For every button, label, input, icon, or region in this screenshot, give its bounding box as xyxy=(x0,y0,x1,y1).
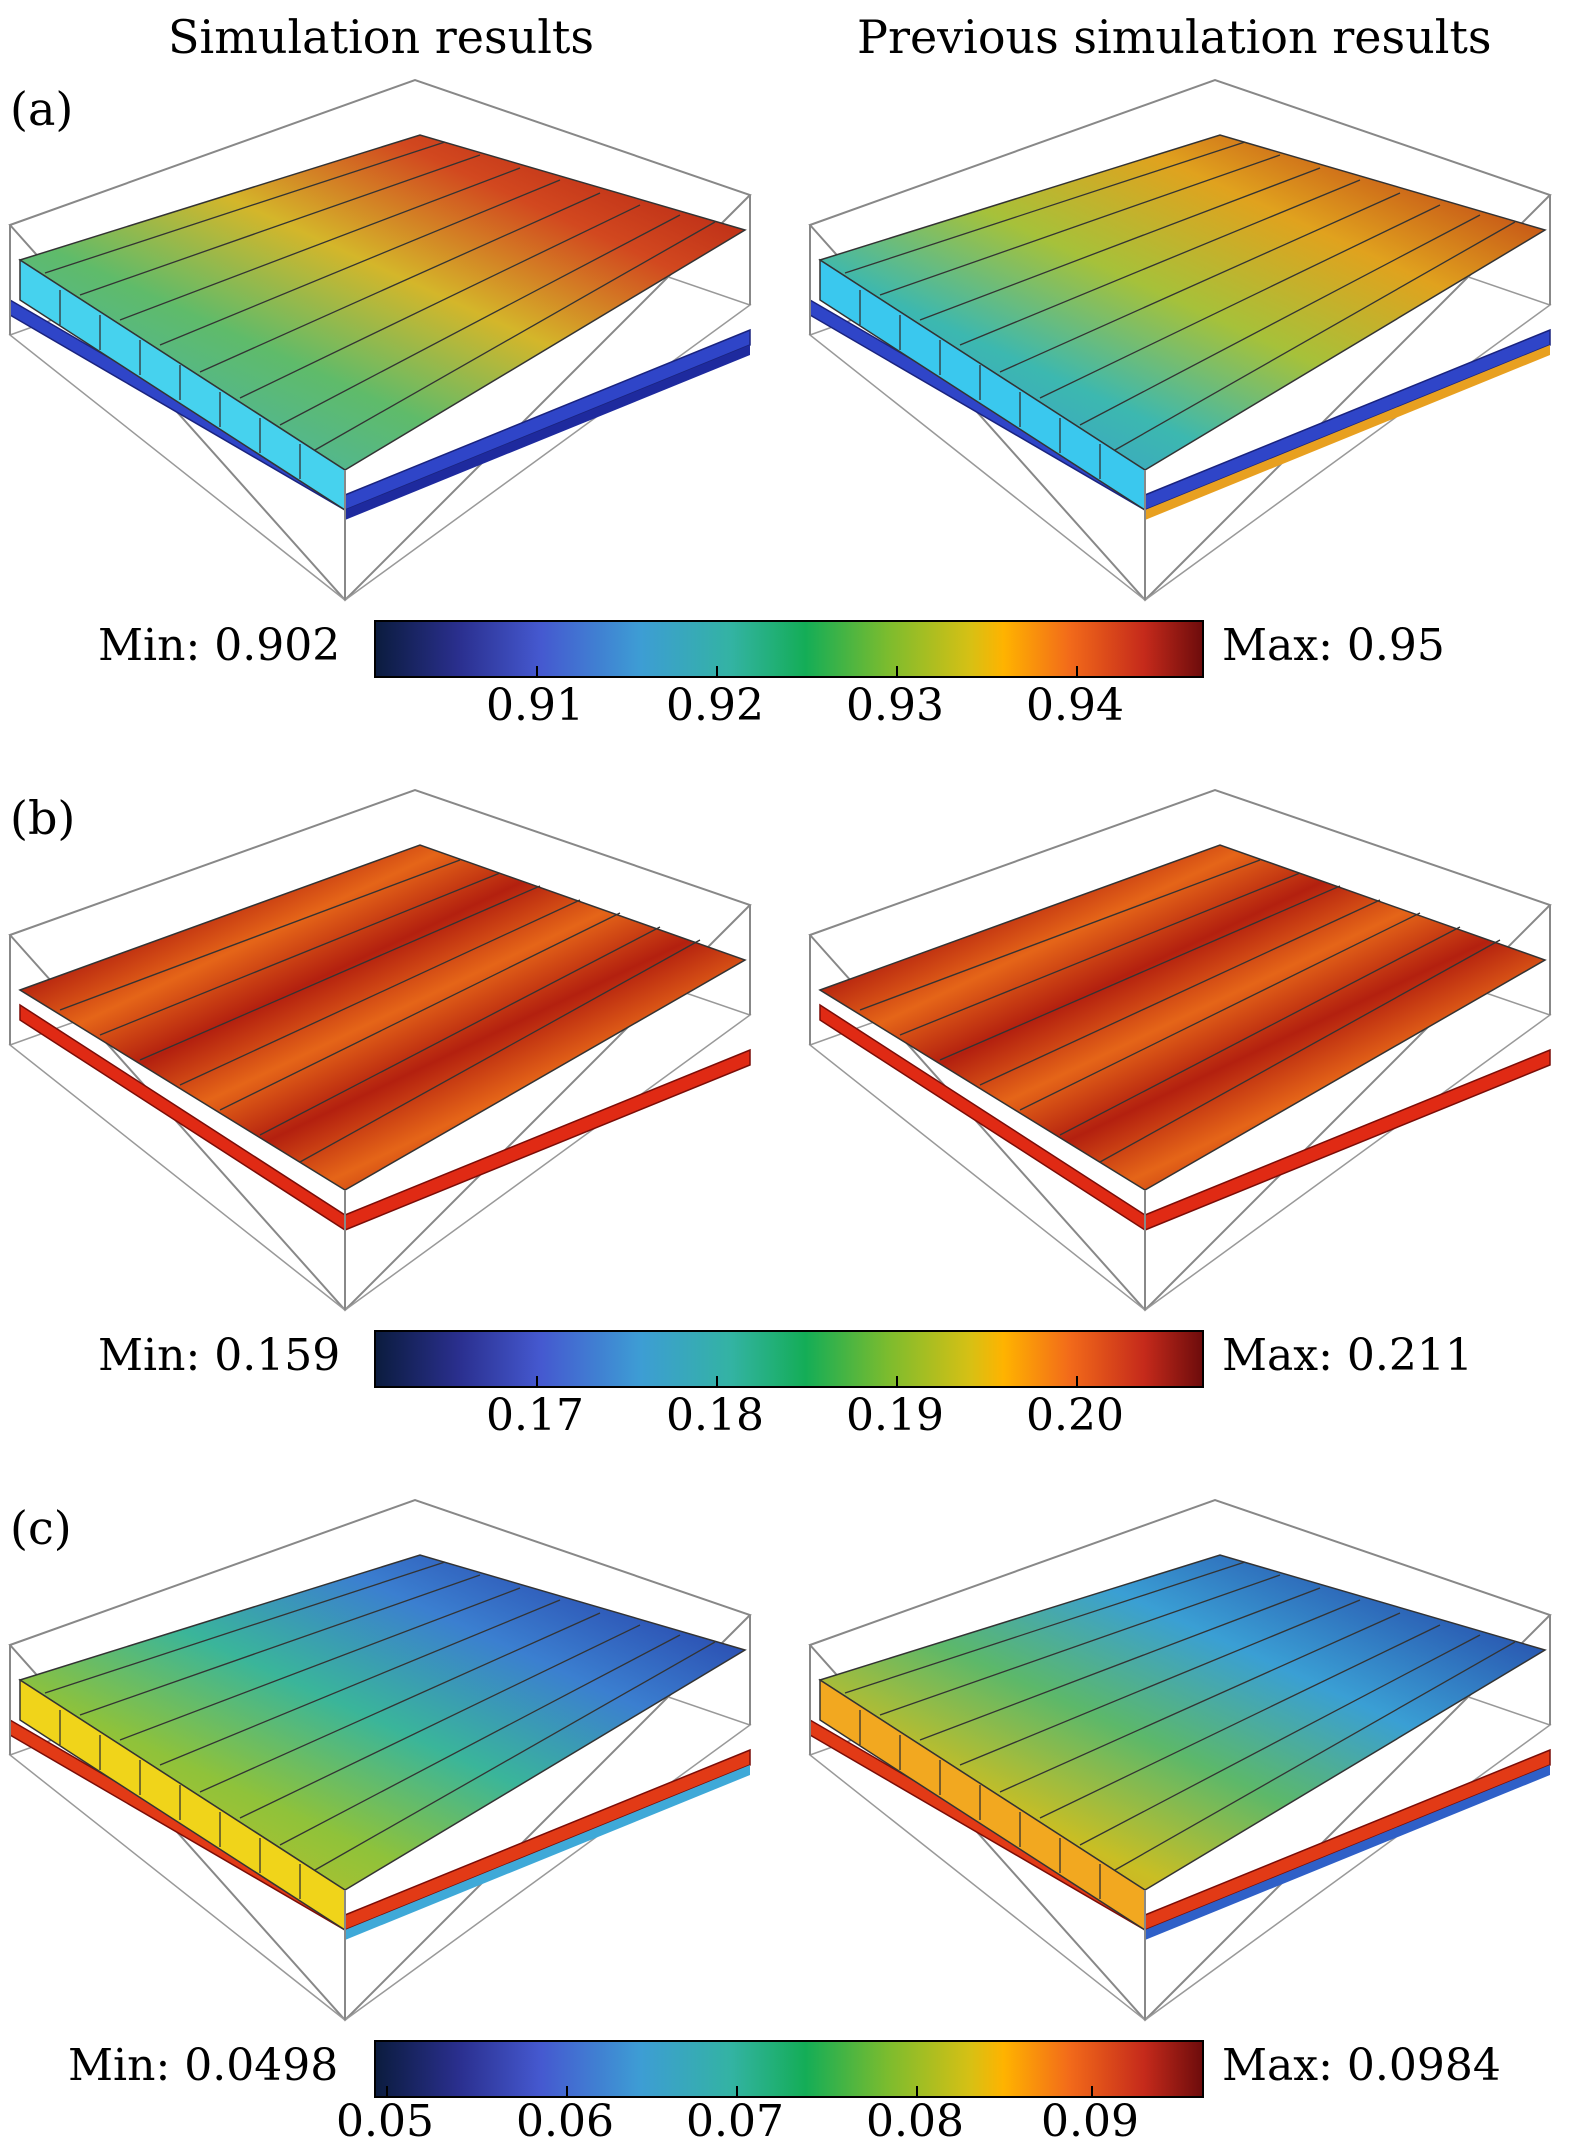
panel-c-tick: 0.09 xyxy=(1041,2096,1139,2147)
panel-c-colorbar xyxy=(374,2040,1204,2098)
panel-b-tick: 0.18 xyxy=(666,1390,764,1441)
panel-c-views xyxy=(8,1498,1552,2022)
panel-c-left-view xyxy=(8,1498,752,2022)
panel-a-max-label: Max: 0.95 xyxy=(1222,620,1445,671)
panel-b-max-label: Max: 0.211 xyxy=(1222,1330,1473,1381)
panel-b-left-view xyxy=(8,788,752,1312)
panel-c-max-label: Max: 0.0984 xyxy=(1222,2040,1501,2091)
panel-a-tick: 0.92 xyxy=(666,680,764,731)
panel-label-a: (a) xyxy=(10,82,74,136)
panel-c-right-view xyxy=(808,1498,1552,2022)
panel-b-views xyxy=(8,788,1552,1312)
panel-c-tick: 0.08 xyxy=(866,2096,964,2147)
panel-b-tick: 0.17 xyxy=(486,1390,584,1441)
panel-a-min-label: Min: 0.902 xyxy=(98,620,341,671)
panel-b-colorbar xyxy=(374,1330,1204,1388)
panel-a-tick: 0.91 xyxy=(486,680,584,731)
panel-b-tick: 0.19 xyxy=(846,1390,944,1441)
panel-a-views xyxy=(8,78,1552,602)
panel-a-right-view xyxy=(808,78,1552,602)
column-title-left: Simulation results xyxy=(168,10,594,64)
panel-b-tick: 0.20 xyxy=(1026,1390,1124,1441)
column-title-right: Previous simulation results xyxy=(857,10,1492,64)
panel-a-left-view xyxy=(8,78,752,602)
panel-a-tick: 0.93 xyxy=(846,680,944,731)
panel-label-c: (c) xyxy=(10,1501,72,1555)
panel-a-colorbar xyxy=(374,620,1204,678)
panel-b-min-label: Min: 0.159 xyxy=(98,1330,341,1381)
panel-c-tick: 0.06 xyxy=(516,2096,614,2147)
panel-b-right-view xyxy=(808,788,1552,1312)
panel-c-tick: 0.07 xyxy=(686,2096,784,2147)
panel-c-tick: 0.05 xyxy=(336,2096,434,2147)
panel-c-min-label: Min: 0.0498 xyxy=(68,2040,339,2091)
panel-a-tick: 0.94 xyxy=(1026,680,1124,731)
panel-label-b: (b) xyxy=(10,791,76,845)
